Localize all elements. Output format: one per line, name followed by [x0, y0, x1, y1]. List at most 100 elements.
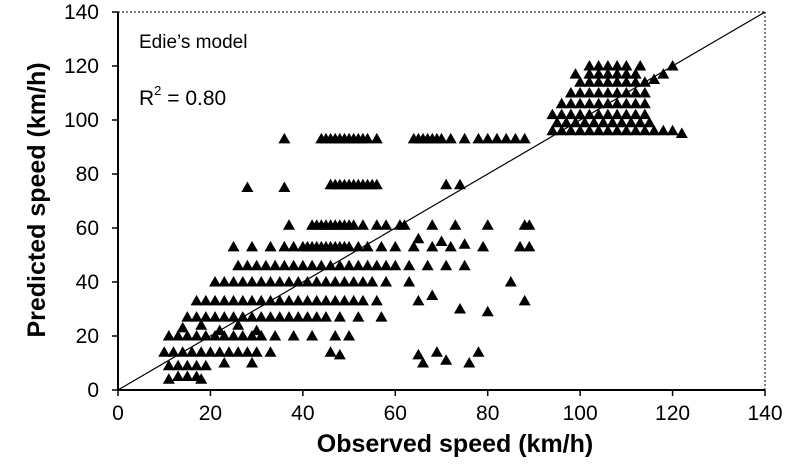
data-point — [440, 178, 453, 190]
data-point — [426, 240, 439, 252]
data-point — [301, 294, 314, 306]
data-point — [675, 127, 688, 138]
y-tick-label: 140 — [64, 1, 99, 24]
reference-line — [117, 11, 766, 391]
data-point — [426, 219, 439, 230]
data-point — [199, 330, 212, 341]
y-tick-label: 0 — [87, 379, 99, 402]
data-point — [273, 276, 286, 287]
data-point — [611, 68, 624, 79]
data-point — [292, 294, 305, 306]
data-point — [287, 259, 300, 271]
data-point — [236, 294, 249, 306]
data-point — [611, 87, 624, 98]
data-point — [232, 319, 245, 330]
data-point — [583, 68, 596, 79]
data-point — [611, 76, 624, 87]
x-tick-label: 60 — [384, 402, 407, 425]
data-point — [574, 124, 587, 136]
y-tick-label: 60 — [76, 217, 99, 240]
data-point — [449, 219, 462, 230]
data-point — [296, 259, 309, 271]
data-point — [269, 330, 282, 341]
data-point — [551, 116, 564, 128]
data-point — [333, 259, 346, 271]
data-point — [398, 219, 411, 230]
data-point — [500, 132, 513, 144]
data-point — [347, 219, 360, 230]
data-point — [172, 330, 185, 341]
data-point — [190, 311, 203, 322]
data-point — [319, 276, 332, 287]
data-point — [236, 330, 249, 341]
data-point — [375, 311, 388, 322]
data-point — [574, 87, 587, 98]
data-point — [523, 219, 536, 230]
data-point — [634, 60, 647, 71]
data-point — [209, 276, 222, 287]
data-point — [209, 330, 222, 341]
data-point — [638, 124, 651, 136]
data-point — [509, 132, 522, 144]
data-point — [638, 87, 651, 98]
data-point — [292, 276, 305, 287]
data-point — [638, 108, 651, 120]
data-point — [195, 346, 208, 357]
data-point — [282, 276, 295, 287]
x-tick-label: 100 — [563, 402, 598, 425]
data-point — [583, 124, 596, 136]
data-point — [620, 97, 633, 109]
data-point — [278, 181, 291, 192]
data-point — [287, 330, 300, 341]
data-point — [564, 97, 577, 109]
x-tick-label: 80 — [476, 402, 499, 425]
data-point — [583, 97, 596, 109]
data-point — [162, 373, 175, 384]
data-point — [555, 108, 568, 120]
data-point — [310, 311, 323, 322]
data-point — [236, 276, 249, 287]
data-point — [389, 259, 402, 271]
data-point — [250, 259, 263, 271]
data-point — [574, 76, 587, 87]
y-axis-title: Predicted speed (km/h) — [23, 62, 51, 337]
data-point — [601, 108, 614, 120]
data-point — [301, 311, 314, 322]
data-point — [592, 97, 605, 109]
data-point — [232, 346, 245, 357]
data-point — [560, 116, 573, 128]
data-point — [190, 294, 203, 306]
data-point — [435, 132, 448, 144]
data-point — [246, 240, 259, 252]
data-point — [417, 357, 430, 368]
data-point — [403, 259, 416, 271]
data-point — [583, 60, 596, 71]
data-point — [407, 240, 420, 252]
data-point — [255, 330, 268, 341]
data-point — [338, 294, 351, 306]
data-point — [195, 373, 208, 384]
data-point — [356, 219, 369, 230]
data-point — [578, 116, 591, 128]
data-point — [620, 68, 633, 79]
data-point — [546, 108, 559, 120]
x-tick-label: 40 — [291, 402, 314, 425]
data-point — [329, 294, 342, 306]
data-point — [306, 259, 319, 271]
data-point — [629, 76, 642, 87]
data-point — [356, 294, 369, 306]
data-point — [227, 330, 240, 341]
data-point — [426, 289, 439, 300]
data-point — [204, 346, 217, 357]
data-point — [218, 357, 231, 368]
data-point — [611, 124, 624, 136]
data-point — [181, 370, 194, 381]
data-point — [601, 68, 614, 79]
data-point — [264, 240, 277, 252]
data-point — [592, 68, 605, 79]
data-point — [356, 276, 369, 287]
data-point — [592, 60, 605, 71]
data-point — [601, 76, 614, 87]
data-point — [629, 87, 642, 98]
